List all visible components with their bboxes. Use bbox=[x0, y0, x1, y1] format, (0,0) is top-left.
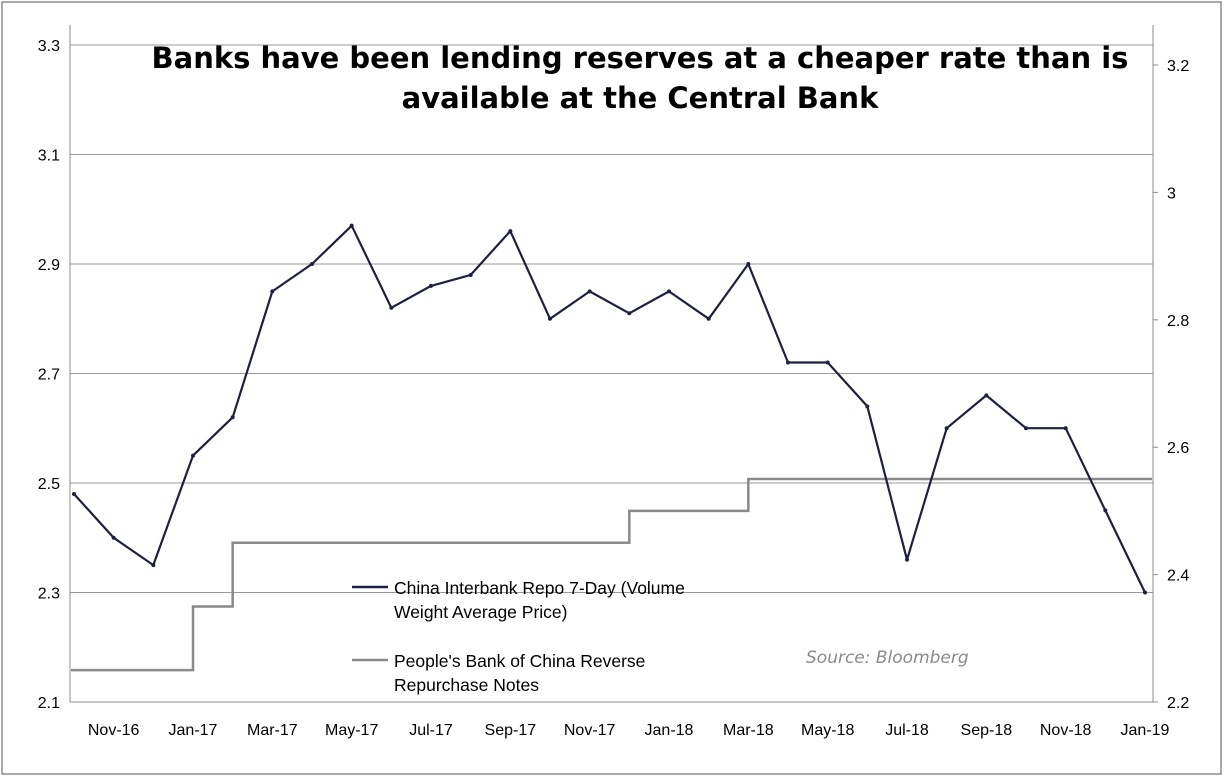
repo-data-point bbox=[72, 491, 76, 496]
left-tick-label: 2.1 bbox=[38, 695, 60, 712]
x-tick-label: May-18 bbox=[801, 722, 854, 739]
left-tick-label: 2.7 bbox=[38, 367, 60, 384]
source-note: Source: Bloomberg bbox=[806, 648, 969, 668]
x-tick-label: Jul-17 bbox=[409, 722, 453, 739]
left-tick-label: 3.3 bbox=[38, 38, 60, 55]
x-tick-label: Sep-17 bbox=[485, 722, 537, 739]
x-tick-label: Jul-18 bbox=[885, 722, 929, 739]
x-tick-label: Jan-19 bbox=[1121, 722, 1170, 739]
repo-data-point bbox=[389, 305, 394, 310]
repo-data-point bbox=[1024, 426, 1028, 431]
chart-title-line-1: Banks have been lending reserves at a ch… bbox=[151, 41, 1129, 75]
repo-data-point bbox=[310, 262, 314, 266]
left-tick-label: 2.9 bbox=[38, 257, 60, 274]
right-tick-label: 2.4 bbox=[1167, 568, 1189, 585]
repo-data-point bbox=[1063, 426, 1068, 431]
right-tick-label: 2.6 bbox=[1167, 440, 1189, 457]
repo-data-point bbox=[548, 316, 552, 321]
left-tick-label: 3.1 bbox=[38, 148, 60, 165]
series-layer bbox=[71, 223, 1152, 672]
chart-title: Banks have been lending reserves at a ch… bbox=[140, 38, 1140, 118]
repo-data-point bbox=[349, 223, 354, 228]
repo-data-point bbox=[270, 289, 275, 294]
repo-data-point bbox=[905, 557, 909, 562]
chart-title-line-2: available at the Central Bank bbox=[401, 81, 879, 115]
repo-data-point bbox=[746, 262, 751, 266]
series-line-repo bbox=[73, 224, 1146, 593]
legend-entry-repo: China Interbank Repo 7-Day (Volume Weigh… bbox=[394, 576, 685, 624]
repo-data-point bbox=[984, 393, 989, 398]
x-tick-label: May-17 bbox=[325, 722, 378, 739]
series-line-pboc bbox=[71, 477, 1152, 672]
repo-data-point bbox=[667, 289, 671, 294]
repo-data-point bbox=[825, 360, 830, 365]
right-tick-label: 2.8 bbox=[1167, 313, 1189, 330]
x-tick-label: Nov-18 bbox=[1040, 722, 1092, 739]
repo-data-point bbox=[944, 426, 949, 431]
repo-data-point bbox=[508, 229, 513, 234]
x-axis-ticks: Nov-16 Jan-17 Mar-17 May-17 Jul-17 Sep-17 Nov-… bbox=[88, 722, 1170, 739]
repo-data-point bbox=[151, 563, 156, 568]
gridlines bbox=[70, 44, 1153, 593]
right-tick-label: 3 bbox=[1167, 185, 1176, 202]
repo-data-point bbox=[191, 453, 195, 458]
repo-data-point bbox=[786, 360, 790, 365]
repo-data-point bbox=[706, 316, 711, 321]
legend-label-repo-line-1: China Interbank Repo 7-Day (Volume bbox=[394, 578, 685, 598]
repo-data-point bbox=[1143, 590, 1147, 595]
legend-entry-pboc: People's Bank of China Reverse Repurchas… bbox=[394, 649, 645, 697]
right-axis-ticks: 2.2 2.4 2.6 2.8 3 3.2 bbox=[1153, 58, 1189, 712]
x-tick-label: Mar-18 bbox=[723, 722, 774, 739]
legend-label-pboc-line-1: People's Bank of China Reverse bbox=[394, 651, 646, 671]
right-tick-label: 3.2 bbox=[1167, 58, 1189, 75]
legend-label-repo-line-2: Weight Average Price) bbox=[394, 602, 568, 622]
repo-data-point bbox=[429, 283, 433, 288]
repo-data-point bbox=[468, 272, 473, 277]
repo-data-point bbox=[587, 289, 592, 294]
x-tick-label: Mar-17 bbox=[247, 722, 298, 739]
left-tick-label: 2.5 bbox=[38, 476, 60, 493]
repo-data-point bbox=[230, 415, 235, 420]
x-tick-label: Jan-17 bbox=[169, 722, 218, 739]
x-tick-label: Jan-18 bbox=[645, 722, 694, 739]
legend-label-pboc-line-2: Repurchase Notes bbox=[394, 675, 539, 695]
repo-data-point bbox=[111, 535, 116, 540]
left-axis-ticks: 2.1 2.3 2.5 2.7 2.9 3.1 3.3 bbox=[38, 38, 60, 712]
repo-data-point bbox=[1103, 508, 1108, 513]
repo-data-point bbox=[627, 311, 632, 316]
x-tick-label: Nov-16 bbox=[88, 722, 140, 739]
left-tick-label: 2.3 bbox=[38, 586, 60, 603]
right-tick-label: 2.2 bbox=[1167, 695, 1189, 712]
repo-data-point bbox=[865, 404, 870, 409]
x-tick-label: Sep-18 bbox=[961, 722, 1013, 739]
x-tick-label: Nov-17 bbox=[564, 722, 616, 739]
